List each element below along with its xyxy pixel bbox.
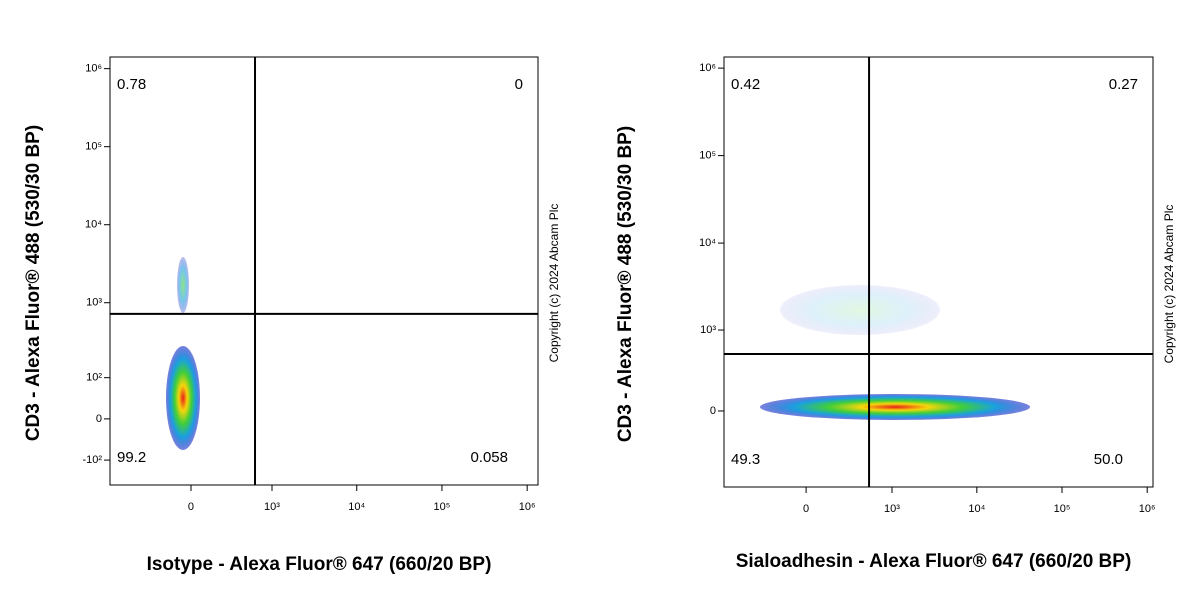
x-tick-label: 0 [188, 501, 194, 513]
density-cloud [780, 285, 940, 335]
x-tick-label: 10³ [264, 501, 280, 513]
quadrant-value: 0.27 [1109, 76, 1138, 93]
plot-frame [723, 56, 1154, 488]
x-tick-label: 10⁶ [1139, 503, 1156, 515]
y-tick-label: 10⁵ [699, 150, 716, 162]
y-tick-label: 10³ [86, 297, 102, 309]
y-tick-label: 10⁵ [85, 141, 102, 153]
y-tick-label: 10⁶ [85, 63, 102, 75]
quadrant-value: 0.058 [470, 449, 508, 466]
x-axis-title: Sialoadhesin - Alexa Fluor® 647 (660/20 … [736, 551, 1132, 572]
density-cloud [166, 346, 200, 450]
x-tick-label: 10³ [884, 503, 900, 515]
density-cloud [760, 394, 1030, 420]
quadrant-value: 0.78 [117, 76, 146, 93]
y-axis-title: CD3 - Alexa Fluor® 488 (530/30 BP) [615, 126, 636, 442]
y-tick-label: 10⁴ [85, 219, 102, 231]
quadrant-value: 49.3 [731, 451, 760, 468]
plots: 0 10³ 10⁴ 10⁵ 10⁶ -10² 0 10² 10³ 10⁴ 10⁵ 10⁶ 0.78 0 99… [23, 56, 1176, 575]
quadrant-value: 99.2 [117, 449, 146, 466]
density-cloud [177, 257, 189, 313]
copyright: Copyright (c) 2024 Abcam Plc [547, 204, 561, 363]
quadrant-value: 50.0 [1094, 451, 1123, 468]
x-tick-label: 0 [803, 503, 809, 515]
y-tick-label: 10⁶ [699, 62, 716, 74]
y-tick-label: 10² [86, 372, 102, 384]
y-tick-label: 0 [710, 405, 716, 417]
y-tick-label: 10⁴ [699, 237, 716, 249]
x-tick-label: 10⁵ [434, 501, 451, 513]
y-tick-label: -10² [82, 454, 102, 466]
y-axis-title: CD3 - Alexa Fluor® 488 (530/30 BP) [23, 125, 44, 441]
quadrant-value: 0.42 [731, 76, 760, 93]
copyright: Copyright (c) 2024 Abcam Plc [1162, 205, 1176, 364]
x-tick-label: 10⁴ [348, 501, 365, 513]
plot-frame [109, 56, 539, 486]
y-tick-label: 0 [96, 413, 102, 425]
x-tick-label: 10⁶ [519, 501, 536, 513]
quadrant-value: 0 [515, 76, 523, 93]
y-tick-label: 10³ [700, 324, 716, 336]
x-tick-label: 10⁵ [1054, 503, 1071, 515]
x-axis-title: Isotype - Alexa Fluor® 647 (660/20 BP) [147, 554, 492, 575]
x-tick-label: 10⁴ [968, 503, 985, 515]
